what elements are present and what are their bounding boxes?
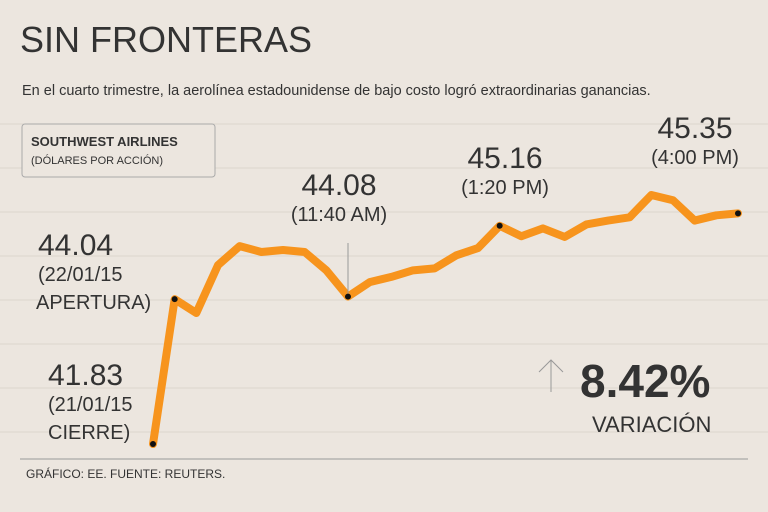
annotation-value: 44.08: [301, 169, 376, 202]
annotated-point: [150, 441, 156, 447]
change-label: VARIACIÓN: [592, 412, 711, 437]
annotation-label: (1:20 PM): [461, 177, 549, 199]
annotated-point: [735, 210, 741, 217]
annotated-point: [345, 293, 351, 300]
annotation-label: CIERRE): [48, 422, 130, 444]
chart-title: SIN FRONTERAS: [20, 19, 312, 60]
source: GRÁFICO: EE. FUENTE: REUTERS.: [26, 466, 225, 481]
annotation-value: 41.83: [48, 359, 123, 392]
legend-box: [21, 123, 216, 178]
annotation-label: (21/01/15: [48, 394, 133, 416]
annotation-label: APERTURA): [36, 292, 151, 314]
annotation-value: 44.04: [38, 229, 113, 262]
annotation-label: (4:00 PM): [651, 147, 739, 169]
chart-subtitle: En el cuarto trimestre, la aerolínea est…: [22, 83, 651, 99]
annotated-point: [171, 296, 178, 303]
annotation-value: 45.35: [657, 112, 732, 145]
annotation-value: 45.16: [467, 142, 542, 175]
annotation-label: (11:40 AM): [291, 204, 387, 226]
up-arrow: [538, 359, 564, 392]
annotated-point: [496, 222, 503, 229]
change-value: 8.42%: [580, 355, 710, 407]
price-line: [149, 191, 742, 448]
legend-subtitle: (DÓLARES POR ACCIÓN): [31, 154, 163, 167]
legend-title: SOUTHWEST AIRLINES: [31, 134, 178, 149]
annotation-label: (22/01/15: [38, 264, 123, 286]
